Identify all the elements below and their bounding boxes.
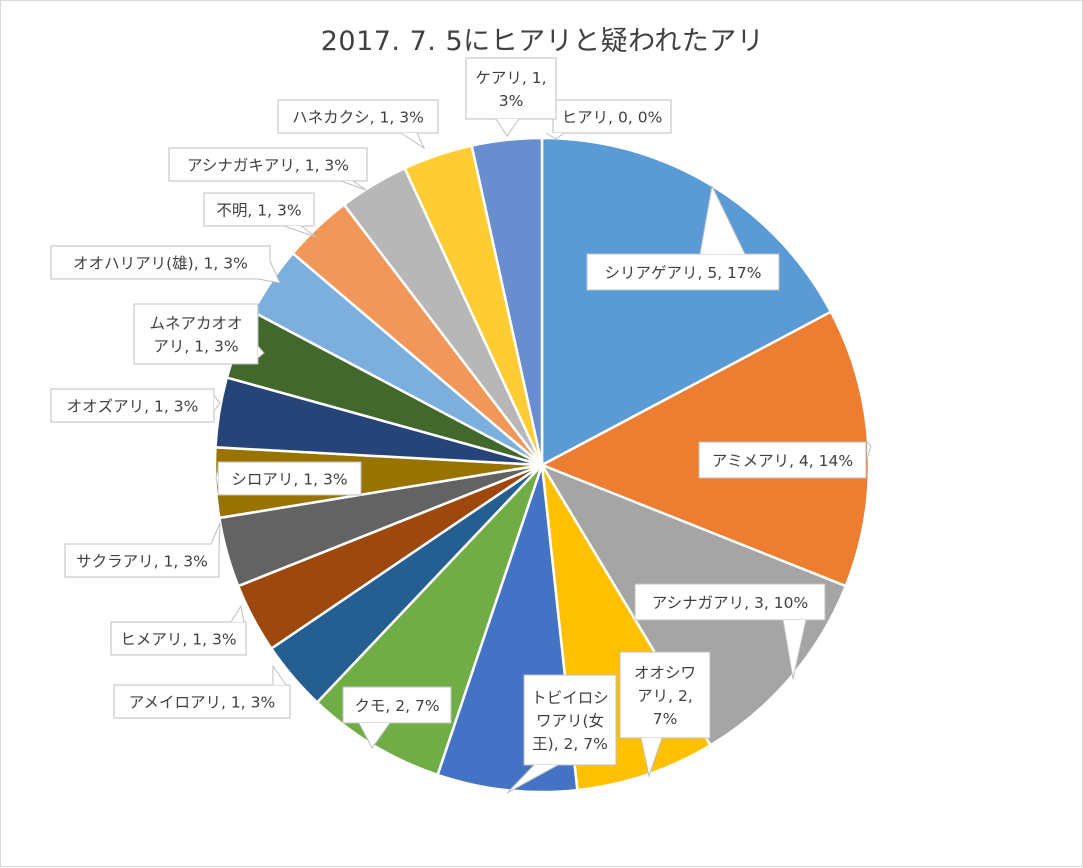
data-label-box	[619, 651, 711, 739]
data-label-pointer	[272, 664, 287, 686]
data-label-box	[586, 253, 780, 291]
data-label-pointer	[506, 764, 559, 794]
data-label-text: オオシワ	[634, 664, 696, 682]
data-label-box	[465, 57, 557, 120]
data-label-pointer	[866, 441, 872, 460]
data-label: ハネカクシ, 1, 3%	[277, 99, 439, 150]
pie-slice	[540, 136, 833, 468]
data-label-text: アメイロアリ, 1, 3%	[129, 694, 275, 712]
data-labels: ヒアリ, 0, 0% シリアゲアリ, 5, 17% アミメアリ, 4, 14% アシナ…	[50, 57, 872, 794]
data-label-pointer	[358, 722, 391, 749]
data-label: クモ, 2, 7%	[342, 686, 452, 749]
data-label-pointer	[699, 184, 746, 255]
data-label: シロアリ, 1, 3%	[215, 461, 362, 496]
data-label-box	[698, 441, 867, 479]
data-label: アミメアリ, 4, 14%	[698, 441, 872, 479]
data-label: ヒアリ, 0, 0%	[545, 99, 672, 140]
data-label-box	[110, 621, 247, 656]
data-label: 不明, 1, 3%	[203, 192, 317, 238]
data-label-box	[217, 461, 362, 496]
data-label-text: オオハリアリ(雄), 1, 3%	[73, 255, 248, 273]
data-label-pointer	[257, 345, 265, 359]
data-label-box	[50, 245, 271, 280]
data-label-pointer	[495, 118, 520, 137]
data-label-text: ヒメアリ, 1, 3%	[120, 631, 236, 649]
data-label-text: 3%	[499, 92, 524, 110]
data-label-box	[203, 192, 315, 227]
data-label-text: ハネカクシ, 1, 3%	[292, 109, 424, 127]
data-label-box	[552, 99, 672, 134]
data-label-pointer	[210, 522, 221, 552]
data-label-text: アミメアリ, 4, 14%	[712, 452, 853, 470]
data-label: サクラアリ, 1, 3%	[64, 522, 221, 578]
data-label-box	[64, 543, 220, 578]
data-label: アシナガアリ, 3, 10%	[634, 583, 826, 680]
data-label-pointer	[640, 737, 663, 778]
data-label-text: トビイロシ	[531, 689, 609, 707]
data-label-pointer	[545, 132, 565, 140]
data-label-text: シリアゲアリ, 5, 17%	[604, 264, 761, 282]
data-label-text: アシナガキアリ, 1, 3%	[187, 157, 349, 175]
data-label-box	[523, 674, 617, 766]
data-label-box	[113, 684, 291, 719]
data-label-box	[277, 99, 439, 134]
data-label-pointer	[213, 395, 221, 412]
data-label-text: シロアリ, 1, 3%	[231, 471, 347, 489]
data-label: アシナガキアリ, 1, 3%	[168, 147, 368, 191]
data-label-pointer	[215, 470, 219, 487]
data-label-text: アリ, 2,	[637, 687, 693, 705]
data-label-text: ケアリ, 1,	[475, 69, 546, 87]
data-label: ヒメアリ, 1, 3%	[110, 604, 247, 656]
data-label-text: オオズアリ, 1, 3%	[67, 398, 199, 416]
data-label: シリアゲアリ, 5, 17%	[586, 184, 780, 291]
data-label-text: 王), 2, 7%	[532, 735, 608, 753]
data-label-pointer	[257, 260, 281, 284]
data-label-text: ワアリ(女	[536, 711, 604, 730]
data-label: アメイロアリ, 1, 3%	[113, 664, 291, 719]
data-label: オオハリアリ(雄), 1, 3%	[50, 245, 281, 284]
data-label-pointer	[340, 180, 367, 191]
data-label: ケアリ, 1, 3%	[465, 57, 557, 137]
data-label-text: クモ, 2, 7%	[354, 697, 439, 715]
data-label-pointer	[782, 619, 807, 680]
data-label-box	[634, 583, 826, 621]
data-label-text: ヒアリ, 0, 0%	[562, 109, 663, 127]
data-label-text: アシナガアリ, 3, 10%	[652, 594, 808, 612]
data-label-box	[342, 686, 452, 724]
pie-slice	[470, 136, 544, 466]
data-label-pointer	[400, 132, 426, 150]
chart-title: 2017. 7. 5にヒアリと疑われたアリ	[320, 26, 765, 57]
data-label-box	[133, 303, 259, 365]
data-label-box	[168, 147, 368, 182]
data-label-text: 不明, 1, 3%	[216, 202, 301, 220]
data-label-text: ムネアカオオ	[149, 315, 242, 333]
data-label-text: サクラアリ, 1, 3%	[76, 553, 208, 571]
data-label: オオズアリ, 1, 3%	[50, 388, 221, 423]
data-label-pointer	[283, 225, 317, 238]
data-label-pointer	[230, 604, 245, 623]
data-label-text: アリ, 1, 3%	[153, 338, 238, 356]
data-label-text: 7%	[653, 710, 678, 728]
